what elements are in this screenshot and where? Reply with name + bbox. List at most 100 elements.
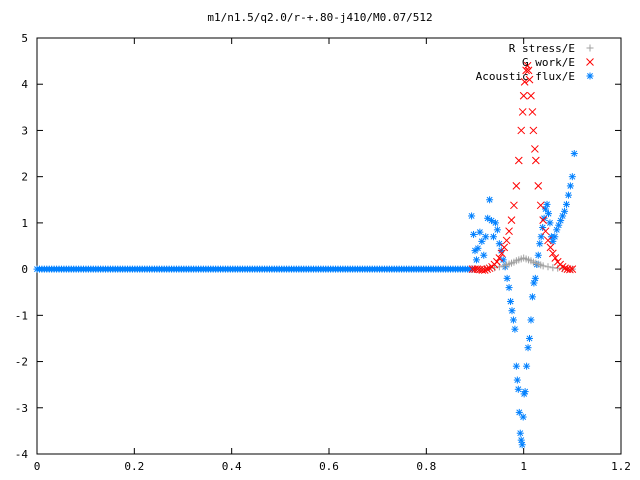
data-point [526,334,534,342]
data-point [505,227,513,236]
data-point [541,227,550,236]
data-point [553,226,561,234]
legend-marker [586,72,594,80]
data-point [544,236,552,245]
data-point [503,274,511,282]
data-point [478,237,486,245]
data-point [512,362,520,370]
data-point [523,61,532,70]
data-point [539,216,547,224]
x-tick-label: 0.2 [124,460,144,473]
data-point [528,108,537,116]
data-point [468,212,476,220]
data-point [478,266,487,274]
legend-marker [586,44,594,52]
chart-title: m1/n1.5/q2.0/r-+.80-j410/M0.07/512 [207,11,432,24]
data-point [516,429,524,437]
data-point [508,307,516,315]
data-point [531,145,539,153]
data-point [483,265,492,273]
data-point [493,257,501,266]
data-point [505,284,513,292]
x-tick-label: 0.6 [319,460,339,473]
data-point [527,91,535,100]
legend-label: Acoustic flux/E [476,70,575,83]
data-point [564,191,572,199]
data-point [493,226,501,234]
data-point [482,233,490,241]
legend-marker [586,58,594,66]
data-point [507,297,515,305]
data-point [518,108,527,116]
data-point [489,233,497,241]
data-point [470,230,478,238]
data-point [500,243,509,252]
data-point [519,91,528,100]
data-point [509,316,517,324]
data-point [486,196,494,204]
data-point [515,408,523,416]
data-point [534,182,543,190]
data-point [551,254,560,262]
data-point [570,150,578,158]
data-point [474,244,482,252]
data-point [513,376,521,384]
legend-label: R stress/E [509,42,575,55]
data-point [529,126,538,135]
y-tick-label: -4 [15,448,29,461]
data-point [473,265,482,273]
y-tick-label: 5 [21,32,28,45]
data-point [531,274,539,282]
data-point [517,126,526,135]
x-tick-label: 1.2 [611,460,631,473]
x-axis: 0 0.2 0.4 0.6 0.8 1 1.2 [34,38,631,473]
data-point [539,262,547,270]
data-point [525,75,534,84]
data-point [568,265,577,273]
data-point [491,219,499,227]
data-point [531,156,540,165]
data-point [534,251,542,259]
data-point [544,210,552,218]
data-point [551,233,559,241]
data-point [524,344,532,352]
data-point [537,233,545,241]
data-point [549,249,557,258]
x-tick-label: 0 [34,460,41,473]
y-tick-label: -1 [15,309,28,322]
series-3 [33,150,578,449]
data-point [520,78,529,86]
data-point [488,217,496,225]
data-point [558,262,567,271]
data-point [524,66,533,75]
series-layer [33,61,578,449]
data-point [523,362,531,370]
data-point [568,173,576,181]
data-point [499,256,507,264]
data-point [480,266,489,274]
y-tick-label: 3 [21,124,28,137]
data-point [519,413,527,421]
data-point [527,316,535,324]
data-point [510,201,518,210]
data-point [562,200,570,208]
legend-label: G work/E [522,56,575,69]
x-tick-label: 0.4 [222,460,242,473]
data-point [511,325,519,333]
data-point [546,219,554,227]
data-point [543,200,551,208]
data-point [566,182,574,190]
data-point [521,388,529,396]
data-point [528,293,536,301]
series-2 [468,61,577,274]
data-point [561,207,569,215]
data-point [536,240,544,248]
data-point [502,236,511,245]
y-tick-label: 1 [21,217,28,230]
y-axis: -4 -3 -2 -1 0 1 2 3 4 5 [15,32,621,461]
data-point [522,66,530,75]
data-point [518,441,526,449]
x-tick-label: 1 [520,460,527,473]
